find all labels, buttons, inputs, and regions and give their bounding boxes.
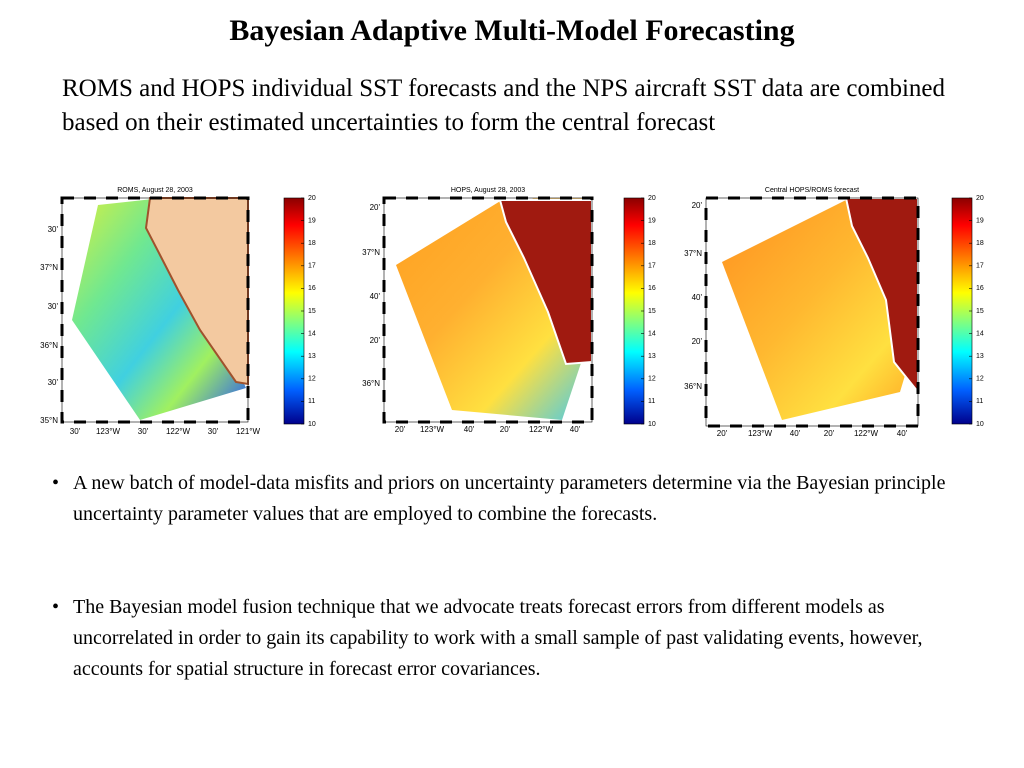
colorbar-tick-label: 19 xyxy=(648,217,656,224)
colorbar-tick-label: 17 xyxy=(308,263,316,270)
x-axis-label: 122°W xyxy=(854,429,879,438)
x-axis-label: 122°W xyxy=(529,425,554,434)
colorbar-tick-label: 14 xyxy=(308,330,316,337)
colorbar-tick-label: 16 xyxy=(976,285,984,292)
map-frame-inner xyxy=(61,197,249,423)
colorbar-tick-label: 19 xyxy=(308,217,316,224)
bullet: A new batch of model-data misfits and pr… xyxy=(52,468,988,530)
x-axis-label: 121°W xyxy=(236,427,261,436)
colorbar-tick-label: 18 xyxy=(976,240,984,247)
x-axis-label: 20' xyxy=(395,425,406,434)
x-axis-label: 123°W xyxy=(748,429,773,438)
colorbar-tick-label: 18 xyxy=(308,240,316,247)
colorbar-tick-label: 11 xyxy=(976,398,983,405)
y-axis-label: 20' xyxy=(370,336,381,345)
colorbar-tick-label: 12 xyxy=(648,376,656,383)
colorbar-tick-label: 12 xyxy=(976,376,984,383)
panel-title: Central HOPS/ROMS forecast xyxy=(765,187,859,194)
x-axis-label: 122°W xyxy=(166,427,191,436)
colorbar-tick-label: 18 xyxy=(648,240,656,247)
panel-title: ROMS, August 28, 2003 xyxy=(117,187,193,194)
colorbar-tick-label: 17 xyxy=(648,263,656,270)
colorbar-tick-label: 15 xyxy=(648,308,656,315)
y-axis-label: 37°N xyxy=(362,248,380,257)
colorbar-tick-label: 13 xyxy=(648,353,656,360)
y-axis-label: 40' xyxy=(370,292,381,301)
map-frame-inner xyxy=(383,197,593,423)
x-axis-label: 30' xyxy=(70,427,81,436)
colorbar-tick-label: 16 xyxy=(308,285,316,292)
y-axis-label: 20' xyxy=(370,203,381,212)
sst-field xyxy=(72,198,246,420)
colorbar-tick-label: 20 xyxy=(308,195,316,202)
colorbar-tick-label: 19 xyxy=(976,217,984,224)
y-axis-label: 37°N xyxy=(684,249,702,258)
x-axis-label: 40' xyxy=(790,429,801,438)
y-axis-label: 36°N xyxy=(362,379,380,388)
y-axis-label: 37°N xyxy=(40,263,58,272)
panel-title: HOPS, August 28, 2003 xyxy=(451,187,525,194)
colorbar-tick-label: 12 xyxy=(308,376,316,383)
bullet: The Bayesian model fusion technique that… xyxy=(52,592,988,685)
colorbar-tick-label: 16 xyxy=(648,285,656,292)
colorbar-tick-label: 14 xyxy=(976,330,984,337)
x-axis-label: 20' xyxy=(500,425,511,434)
y-axis-label: 20' xyxy=(692,337,703,346)
y-axis-label: 20' xyxy=(692,201,703,210)
x-axis-label: 123°W xyxy=(420,425,445,434)
y-axis-label: 40' xyxy=(692,293,703,302)
x-axis-label: 20' xyxy=(824,429,835,438)
colorbar-tick-label: 10 xyxy=(976,421,984,428)
colorbar-tick-label: 13 xyxy=(976,353,984,360)
y-axis-label: 30' xyxy=(48,378,59,387)
x-axis-label: 40' xyxy=(570,425,581,434)
x-axis-label: 20' xyxy=(717,429,728,438)
colorbar-tick-label: 11 xyxy=(648,398,655,405)
colorbar-tick-label: 17 xyxy=(976,263,984,270)
colorbar-tick-label: 15 xyxy=(308,308,316,315)
colorbar-tick-label: 13 xyxy=(308,353,316,360)
colorbar-tick-label: 10 xyxy=(308,421,316,428)
y-axis-label: 30' xyxy=(48,302,59,311)
y-axis-label: 35°N xyxy=(40,416,58,425)
colorbar-tick-label: 11 xyxy=(308,398,315,405)
sst-field xyxy=(396,200,592,420)
x-axis-label: 30' xyxy=(138,427,149,436)
x-axis-label: 123°W xyxy=(96,427,121,436)
colorbar-tick-label: 20 xyxy=(648,195,656,202)
intro-text: ROMS and HOPS individual SST forecasts a… xyxy=(62,75,945,136)
y-axis-label: 36°N xyxy=(40,341,58,350)
colorbar-tick-label: 20 xyxy=(976,195,984,202)
colorbar-tick-label: 10 xyxy=(648,421,656,428)
x-axis-label: 30' xyxy=(208,427,219,436)
y-axis-label: 36°N xyxy=(684,382,702,391)
colorbar-tick-label: 14 xyxy=(648,330,656,337)
figures: ROMS, August 28, 2003 30' 37°N 30' 36°N 30' 35… xyxy=(40,187,984,438)
x-axis-label: 40' xyxy=(464,425,475,434)
map-frame-inner xyxy=(705,197,919,427)
x-axis-label: 40' xyxy=(897,429,908,438)
y-axis-label: 30' xyxy=(48,225,59,234)
colorbar-tick-label: 15 xyxy=(976,308,984,315)
slide-title: Bayesian Adaptive Multi-Model Forecastin… xyxy=(229,14,795,47)
